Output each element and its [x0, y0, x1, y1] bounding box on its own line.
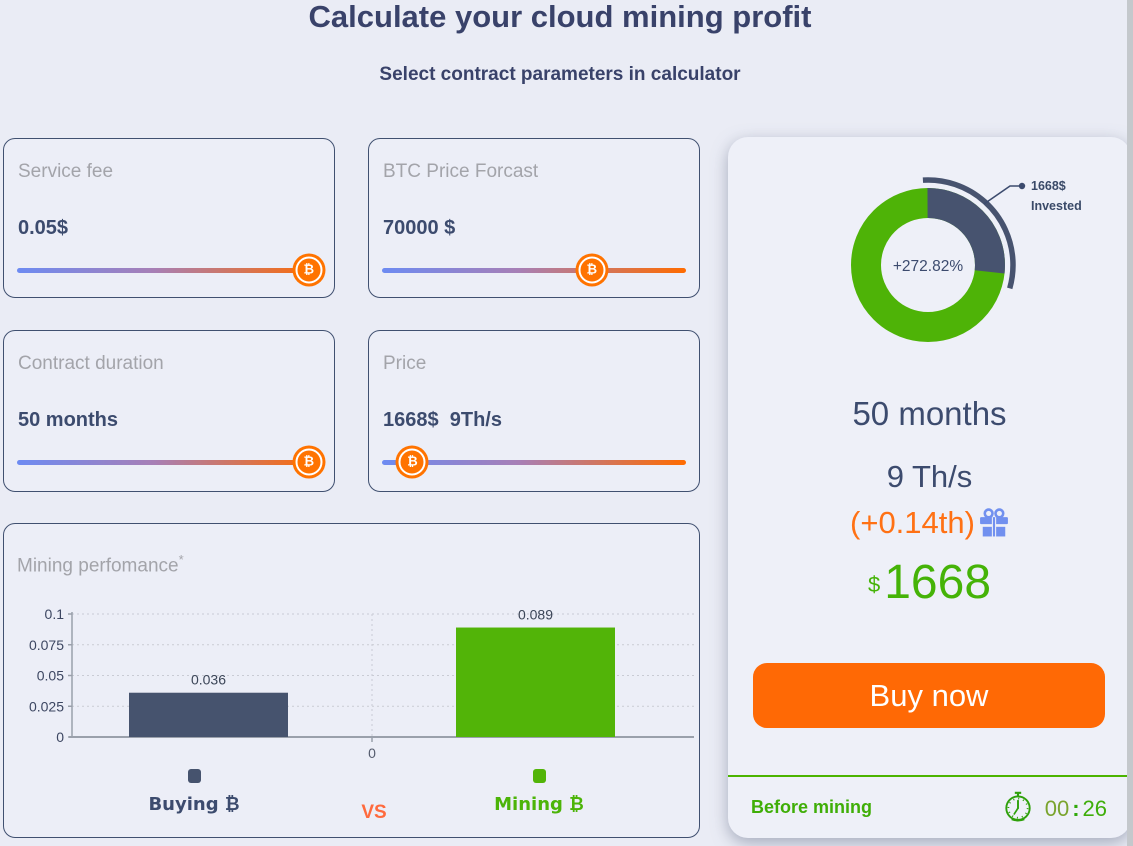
- summary-duration: 50 months: [852, 395, 1007, 432]
- bonus-text: (+0.14th): [850, 505, 975, 540]
- card-price: Price 1668$ 9Th/s ₿: [368, 330, 700, 492]
- service-fee-slider[interactable]: ₿: [17, 253, 326, 287]
- callout-invested-amount: 1668$: [1031, 179, 1066, 193]
- legend-label-buying: Buying ₿: [148, 794, 240, 815]
- price-amount: 1668: [884, 556, 992, 609]
- legend-mining: Mining ₿: [459, 769, 619, 815]
- contract-duration-slider[interactable]: ₿: [17, 445, 326, 479]
- gift-icon: [979, 508, 1009, 544]
- slider-track[interactable]: [382, 460, 686, 465]
- btc-price-value: 70000 $: [383, 217, 456, 239]
- mining-bar-chart: 0 0.025 0.05 0.075 0.1 0 0.036 0.089: [29, 606, 694, 761]
- svg-text:0.089: 0.089: [518, 607, 553, 623]
- legend-swatch-buying: [187, 769, 201, 783]
- btc-price-slider[interactable]: ₿: [382, 253, 686, 287]
- slider-handle-bitcoin-icon[interactable]: ₿: [575, 253, 609, 287]
- slider-handle-bitcoin-icon[interactable]: ₿: [292, 253, 326, 287]
- svg-text:0.05: 0.05: [37, 668, 64, 684]
- summary-bonus: (+0.14th): [728, 505, 1131, 545]
- service-fee-value: 0.05$: [18, 217, 69, 239]
- buy-now-button[interactable]: Buy now: [753, 663, 1105, 728]
- card-mining-performance: Mining perfomance* 0 0.025 0.05 0.075 0.1 0 0.…: [3, 523, 700, 838]
- svg-text:0.1: 0.1: [45, 606, 65, 622]
- price-label: Price: [383, 353, 427, 374]
- card-service-fee: Service fee 0.05$ ₿: [3, 138, 335, 298]
- summary-panel: +272.82% 1668$ Invested 50 months 9 Th/s…: [728, 137, 1131, 838]
- summary-hashrate: 9 Th/s: [886, 459, 973, 494]
- bitcoin-icon: ₿: [578, 256, 606, 284]
- slider-track[interactable]: [17, 460, 321, 465]
- timer-seconds: 26: [1082, 795, 1107, 821]
- asterisk: *: [178, 552, 184, 567]
- chart-legend: Buying ₿ VS Mining ₿: [4, 756, 704, 826]
- service-fee-label: Service fee: [18, 161, 114, 182]
- bitcoin-icon: ₿: [295, 448, 323, 476]
- page-subtitle: Select contract parameters in calculator: [379, 64, 741, 85]
- slider-handle-bitcoin-icon[interactable]: ₿: [395, 445, 429, 479]
- legend-buying: Buying ₿: [114, 769, 274, 815]
- countdown-timer: 00 : 26: [1001, 789, 1107, 828]
- svg-text:0.025: 0.025: [29, 698, 64, 714]
- timer-colon: :: [1072, 795, 1080, 821]
- price-value: 1668$ 9Th/s: [383, 409, 502, 431]
- bitcoin-icon: ₿: [295, 256, 323, 284]
- before-mining-label: Before mining: [751, 797, 873, 817]
- callout-line: [983, 185, 1021, 205]
- panel-divider: [728, 775, 1131, 777]
- summary-price: $1668: [728, 555, 1131, 610]
- slider-track[interactable]: [17, 268, 321, 273]
- clock-icon: [1001, 789, 1035, 828]
- donut-center-label: +272.82%: [893, 258, 963, 275]
- card-contract-duration: Contract duration 50 months ₿: [3, 330, 335, 492]
- legend-label-mining: Mining ₿: [494, 794, 584, 815]
- slider-handle-bitcoin-icon[interactable]: ₿: [292, 445, 326, 479]
- bitcoin-icon: ₿: [398, 448, 426, 476]
- roi-donut-chart: +272.82% 1668$ Invested: [840, 177, 1082, 353]
- page-title: Calculate your cloud mining profit: [308, 0, 812, 34]
- contract-duration-value: 50 months: [18, 409, 119, 431]
- legend-swatch-mining: [532, 769, 546, 783]
- svg-text:0.075: 0.075: [29, 637, 64, 653]
- vs-label: VS: [361, 802, 387, 823]
- price-currency: $: [867, 572, 881, 597]
- callout-invested-label: Invested: [1031, 199, 1082, 213]
- svg-text:0.036: 0.036: [191, 672, 226, 688]
- price-slider[interactable]: ₿: [382, 445, 686, 479]
- slider-track[interactable]: [382, 268, 686, 273]
- svg-text:0: 0: [56, 729, 64, 745]
- page-scrollbar[interactable]: [1127, 0, 1133, 846]
- btc-price-label: BTC Price Forcast: [383, 161, 539, 182]
- mining-performance-title: Mining perfomance*: [17, 552, 184, 577]
- svg-text:0: 0: [368, 745, 376, 761]
- timer-minutes: 00: [1044, 795, 1070, 821]
- card-btc-price: BTC Price Forcast 70000 $ ₿: [368, 138, 700, 298]
- contract-duration-label: Contract duration: [18, 353, 164, 374]
